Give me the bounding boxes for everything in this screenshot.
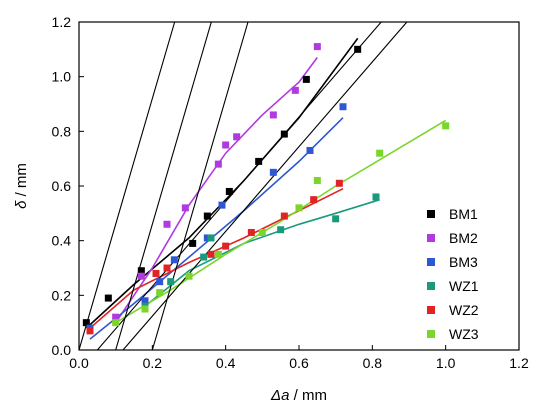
- data-points: [82, 43, 450, 335]
- legend-label-wz1: WZ1: [449, 278, 479, 294]
- point-bm2: [222, 141, 230, 149]
- point-bm1: [82, 319, 90, 327]
- x-tick-label: 1.0: [436, 355, 456, 371]
- y-tick-label: 0.4: [52, 233, 72, 249]
- fit-curve-bm1: [85, 37, 359, 329]
- point-wz3: [442, 122, 450, 130]
- point-wz2: [163, 264, 171, 272]
- blunting-line: [79, 22, 176, 350]
- y-tick-label: 1.0: [52, 69, 72, 85]
- point-bm1: [189, 239, 197, 247]
- point-bm1: [302, 75, 310, 83]
- point-wz3: [214, 250, 222, 258]
- point-wz3: [141, 305, 149, 313]
- point-bm2: [137, 272, 145, 280]
- legend-marker-wz2: [427, 306, 435, 314]
- point-bm3: [339, 103, 347, 111]
- point-wz2: [335, 179, 343, 187]
- point-bm1: [255, 157, 263, 165]
- y-tick-label: 1.2: [52, 14, 72, 30]
- point-bm3: [218, 201, 226, 209]
- point-bm2: [269, 111, 277, 119]
- point-wz2: [207, 250, 215, 258]
- point-bm1: [280, 130, 288, 138]
- point-bm2: [313, 43, 321, 51]
- y-tick-label: 0.8: [52, 123, 72, 139]
- point-bm2: [181, 204, 189, 212]
- x-axis-title: Δa / mm: [270, 387, 327, 404]
- point-bm3: [203, 234, 211, 242]
- point-wz1: [167, 278, 175, 286]
- legend-marker-bm3: [427, 258, 435, 266]
- point-bm2: [163, 220, 171, 228]
- point-bm3: [156, 278, 164, 286]
- y-axis-ticks: 0.0 0.2 0.4 0.6 0.8 1.0 1.2: [52, 14, 84, 358]
- blunting-line: [151, 22, 249, 350]
- point-wz3: [156, 289, 164, 297]
- point-wz3: [185, 272, 193, 280]
- point-wz1: [332, 215, 340, 223]
- point-wz2: [152, 269, 160, 277]
- point-wz1: [372, 193, 380, 201]
- point-wz2: [222, 242, 230, 250]
- legend-label-bm1: BM1: [449, 206, 478, 222]
- point-bm1: [225, 187, 233, 195]
- fit-curve-wz3: [115, 119, 447, 324]
- x-tick-label: 0.6: [289, 355, 309, 371]
- point-wz3: [376, 149, 384, 157]
- point-wz3: [112, 319, 120, 327]
- x-tick-label: 1.2: [509, 355, 529, 371]
- point-bm3: [306, 146, 314, 154]
- point-bm1: [354, 45, 362, 53]
- legend-label-bm3: BM3: [449, 254, 478, 270]
- x-tick-label: 0.4: [216, 355, 236, 371]
- point-wz2: [310, 196, 318, 204]
- blunting-line: [122, 22, 408, 350]
- fit-curve-wz1: [144, 198, 380, 307]
- point-wz3: [258, 228, 266, 236]
- legend-label-wz3: WZ3: [449, 326, 479, 342]
- fit-curve-wz2: [89, 187, 344, 329]
- blunting-line: [115, 22, 212, 350]
- x-tick-label: 0.8: [363, 355, 383, 371]
- legend-label-bm2: BM2: [449, 230, 478, 246]
- point-wz1: [207, 234, 215, 242]
- blunting-line: [96, 22, 382, 350]
- legend-marker-wz3: [427, 330, 435, 338]
- legend-marker-bm1: [427, 210, 435, 218]
- point-bm3: [141, 297, 149, 305]
- point-wz1: [277, 226, 285, 234]
- point-bm2: [233, 133, 241, 141]
- point-bm2: [214, 160, 222, 168]
- point-bm2: [112, 313, 120, 321]
- point-bm3: [170, 256, 178, 264]
- legend: BM1 BM2 BM3 WZ1 WZ2 WZ3: [427, 206, 479, 342]
- point-wz2: [280, 212, 288, 220]
- legend-marker-bm2: [427, 234, 435, 242]
- fit-curve-bm3: [89, 117, 344, 340]
- point-wz3: [295, 204, 303, 212]
- point-bm1: [137, 267, 145, 275]
- x-tick-label: 0.0: [69, 355, 89, 371]
- y-tick-label: 0.2: [52, 287, 72, 303]
- y-tick-label: 0.6: [52, 178, 72, 194]
- point-wz2: [247, 228, 255, 236]
- fit-curve-bm2: [115, 57, 318, 324]
- point-bm1: [203, 212, 211, 220]
- point-wz3: [313, 177, 321, 185]
- point-wz2: [86, 327, 94, 335]
- blunting-lines: [79, 22, 408, 350]
- legend-marker-wz1: [427, 282, 435, 290]
- x-axis-ticks: 0.0 0.2 0.4 0.6 0.8 1.0 1.2: [69, 345, 529, 371]
- point-bm1: [104, 294, 112, 302]
- fit-curves: [85, 37, 447, 340]
- x-tick-label: 0.2: [143, 355, 163, 371]
- point-bm2: [291, 86, 299, 94]
- legend-label-wz2: WZ2: [449, 302, 479, 318]
- point-bm3: [269, 168, 277, 176]
- point-wz1: [200, 253, 208, 261]
- y-tick-label: 0.0: [52, 342, 72, 358]
- y-axis-title: δ / mm: [13, 163, 30, 209]
